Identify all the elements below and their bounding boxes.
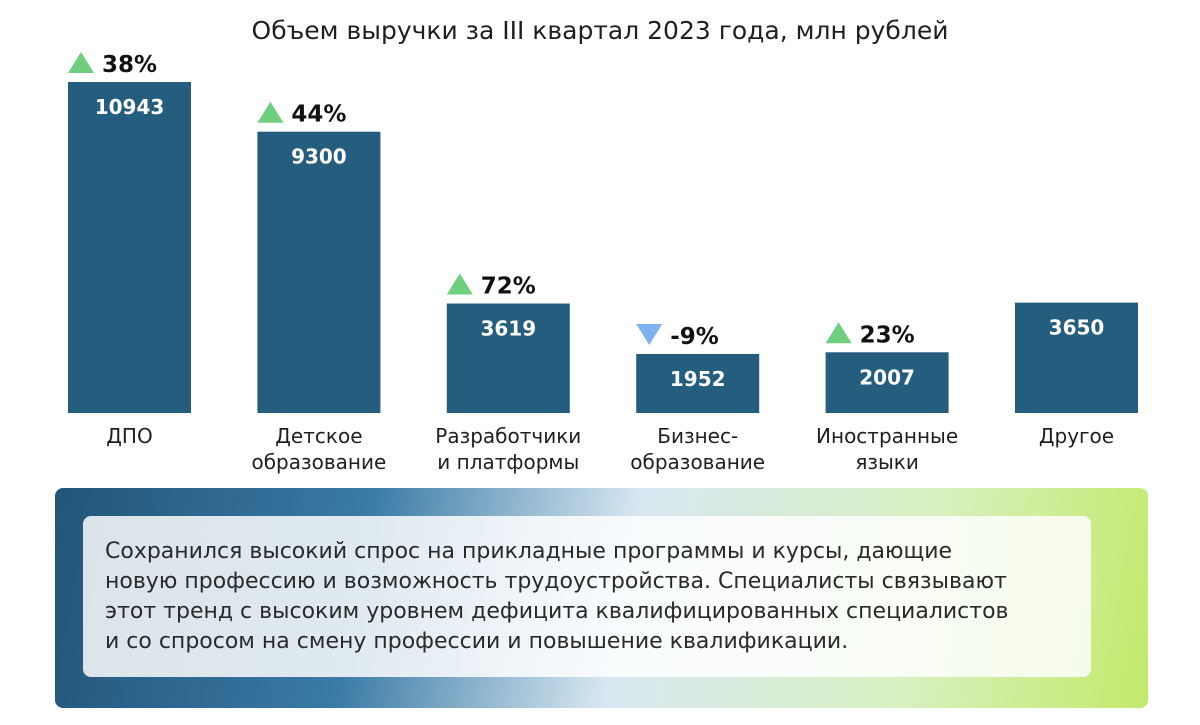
category-label: Иностранные xyxy=(816,424,958,448)
bar-value-label: 3619 xyxy=(480,317,536,341)
note-box: Сохранился высокий спрос на прикладные п… xyxy=(83,516,1091,677)
bar xyxy=(68,82,191,413)
category-label: ДПО xyxy=(106,424,152,448)
note-text: Сохранился высокий спрос на прикладные п… xyxy=(105,537,1069,657)
note-line: и со спросом на смену профессии и повыше… xyxy=(105,629,849,654)
revenue-bar-chart: 1094338%ДПО930044%Детскоеобразование3619… xyxy=(68,52,1138,474)
change-percent-label: 23% xyxy=(860,322,915,348)
category-label: Бизнес- xyxy=(657,424,738,448)
triangle-up-icon xyxy=(446,273,473,295)
bar-value-label: 1952 xyxy=(670,367,726,391)
note-line: новую профессию и возможность трудоустро… xyxy=(105,569,1007,594)
note-line: этот тренд с высоким уровнем дефицита кв… xyxy=(105,599,1009,624)
chart-title: Объем выручки за III квартал 2023 года, … xyxy=(251,16,949,45)
change-percent-label: 38% xyxy=(102,52,157,78)
category-label: и платформы xyxy=(437,450,579,474)
triangle-up-icon xyxy=(68,52,94,73)
bar xyxy=(825,352,949,413)
bar xyxy=(1015,302,1138,413)
bar xyxy=(257,131,381,413)
bar-value-label: 9300 xyxy=(291,145,347,169)
bar-value-label: 10943 xyxy=(95,95,165,119)
bar-value-label: 2007 xyxy=(859,365,915,389)
category-label: Разработчики xyxy=(435,424,581,448)
note-panel: Сохранился высокий спрос на прикладные п… xyxy=(55,488,1148,708)
category-label: Другое xyxy=(1039,424,1114,448)
triangle-down-icon xyxy=(636,323,663,345)
category-label: образование xyxy=(251,450,386,474)
triangle-up-icon xyxy=(257,101,284,123)
change-percent-label: -9% xyxy=(670,324,719,350)
bar xyxy=(446,303,570,413)
change-percent-label: 44% xyxy=(291,102,346,128)
change-percent-label: 72% xyxy=(481,274,536,300)
category-label: языки xyxy=(855,450,919,474)
bar-value-label: 3650 xyxy=(1049,316,1105,340)
note-line: Сохранился высокий спрос на прикладные п… xyxy=(105,539,953,564)
category-label: образование xyxy=(630,450,765,474)
category-label: Детское xyxy=(275,424,362,448)
bar xyxy=(636,353,760,413)
triangle-up-icon xyxy=(825,322,852,344)
